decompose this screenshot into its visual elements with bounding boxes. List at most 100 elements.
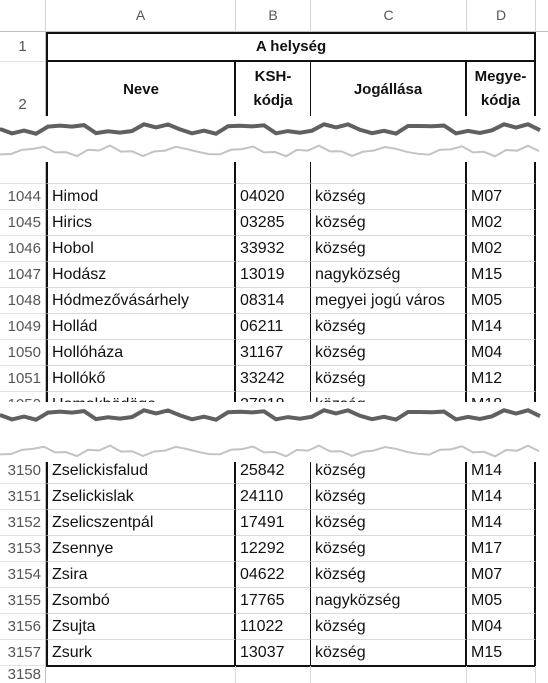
cell-name[interactable]: Himod	[46, 184, 236, 210]
cell-ksh-code[interactable]: 33932	[236, 236, 311, 262]
row-number[interactable]: 2	[0, 62, 46, 118]
cell-status[interactable]: község	[311, 614, 467, 640]
torn-edge-top	[0, 116, 548, 162]
column-header-b[interactable]: B	[236, 0, 311, 32]
cell-status[interactable]: község	[311, 236, 467, 262]
cell-ksh-code[interactable]: 17491	[236, 510, 311, 536]
header-neve[interactable]: Neve	[46, 62, 236, 118]
cell-name[interactable]: Hodász	[46, 262, 236, 288]
row-number[interactable]: 3158	[0, 666, 46, 683]
row-number[interactable]: 3157	[0, 640, 46, 666]
header-jogallasa[interactable]: Jogállása	[311, 62, 467, 118]
cell-empty[interactable]	[311, 666, 467, 683]
cell-county-code[interactable]: M04	[467, 340, 536, 366]
cell-county-code[interactable]: M14	[467, 458, 536, 484]
cell-county-code[interactable]: M02	[467, 210, 536, 236]
cell-name[interactable]: Hobol	[46, 236, 236, 262]
cell-name[interactable]: Hollókő	[46, 366, 236, 392]
row-number[interactable]: 3154	[0, 562, 46, 588]
cell-county-code[interactable]: M07	[467, 562, 536, 588]
cell-county-code[interactable]: M12	[467, 366, 536, 392]
cell-name[interactable]: Hirics	[46, 210, 236, 236]
cell-county-code[interactable]: M14	[467, 314, 536, 340]
header-ksh-kodja[interactable]: KSH-kódja	[236, 62, 311, 118]
cell-name[interactable]: Zsujta	[46, 614, 236, 640]
cell-status[interactable]: község	[311, 562, 467, 588]
cell-ksh-code[interactable]: 08314	[236, 288, 311, 314]
cell-ksh-code[interactable]: 03285	[236, 210, 311, 236]
cell-status[interactable]: megyei jogú város	[311, 288, 467, 314]
row-number[interactable]: 1047	[0, 262, 46, 288]
cell-name[interactable]: Hódmezővásárhely	[46, 288, 236, 314]
cell-status[interactable]: község	[311, 536, 467, 562]
row-number[interactable]: 3150	[0, 458, 46, 484]
cell-county-code[interactable]: M14	[467, 510, 536, 536]
row-number[interactable]: 1045	[0, 210, 46, 236]
cell-status[interactable]: nagyközség	[311, 262, 467, 288]
cell-name[interactable]: Zselicszentpál	[46, 510, 236, 536]
row-number[interactable]: 1051	[0, 366, 46, 392]
corner-cell[interactable]	[0, 0, 46, 32]
cell-county-code[interactable]: M05	[467, 588, 536, 614]
cell-name[interactable]: Zsombó	[46, 588, 236, 614]
column-header-c[interactable]: C	[311, 0, 467, 32]
cell-name[interactable]: Zsira	[46, 562, 236, 588]
row-number[interactable]: 3151	[0, 484, 46, 510]
cell-ksh-code[interactable]: 33242	[236, 366, 311, 392]
row-number[interactable]: 3156	[0, 614, 46, 640]
cell-status[interactable]: község	[311, 184, 467, 210]
row-number[interactable]: 1044	[0, 184, 46, 210]
cell-county-code[interactable]: M02	[467, 236, 536, 262]
group-title-cell[interactable]: A helység	[46, 32, 536, 62]
row-number[interactable]: 1048	[0, 288, 46, 314]
column-header-d[interactable]: D	[467, 0, 536, 32]
row-number[interactable]: 1050	[0, 340, 46, 366]
cell-status[interactable]: község	[311, 314, 467, 340]
cell-ksh-code[interactable]: 04020	[236, 184, 311, 210]
cell-empty[interactable]	[236, 666, 311, 683]
cell-name[interactable]: Hollád	[46, 314, 236, 340]
cell-ksh-code[interactable]: 25842	[236, 458, 311, 484]
row-number[interactable]: 1049	[0, 314, 46, 340]
cell-status[interactable]: község	[311, 510, 467, 536]
cell-county-code[interactable]: M15	[467, 640, 536, 666]
row-number[interactable]: 1	[0, 32, 46, 62]
cell-ksh-code[interactable]: 04622	[236, 562, 311, 588]
cell-status[interactable]: község	[311, 458, 467, 484]
cell-status[interactable]: község	[311, 210, 467, 236]
torn-edge-middle	[0, 402, 548, 462]
cell-county-code[interactable]: M05	[467, 288, 536, 314]
cell-name[interactable]: Hollóháza	[46, 340, 236, 366]
cell-status[interactable]: község	[311, 640, 467, 666]
cell-county-code[interactable]: M07	[467, 184, 536, 210]
cell-county-code[interactable]: M17	[467, 536, 536, 562]
cell-empty[interactable]	[46, 666, 236, 683]
cell-status[interactable]: község	[311, 366, 467, 392]
cell-status[interactable]: község	[311, 484, 467, 510]
cell-ksh-code[interactable]: 12292	[236, 536, 311, 562]
cell-ksh-code[interactable]: 06211	[236, 314, 311, 340]
cell-empty[interactable]	[467, 666, 536, 683]
column-header-a[interactable]: A	[46, 0, 236, 32]
cell-ksh-code[interactable]: 13037	[236, 640, 311, 666]
cell-status[interactable]: nagyközség	[311, 588, 467, 614]
cell-county-code[interactable]: M14	[467, 484, 536, 510]
cell-status[interactable]: község	[311, 340, 467, 366]
cell-partial	[236, 158, 311, 184]
row-number[interactable]: 3153	[0, 536, 46, 562]
cell-county-code[interactable]: M04	[467, 614, 536, 640]
cell-ksh-code[interactable]: 24110	[236, 484, 311, 510]
header-megye-kodja[interactable]: Megye-kódja	[467, 62, 536, 118]
cell-name[interactable]: Zselickisfalud	[46, 458, 236, 484]
cell-ksh-code[interactable]: 11022	[236, 614, 311, 640]
cell-county-code[interactable]: M15	[467, 262, 536, 288]
cell-ksh-code[interactable]: 13019	[236, 262, 311, 288]
cell-ksh-code[interactable]: 17765	[236, 588, 311, 614]
cell-name[interactable]: Zsurk	[46, 640, 236, 666]
cell-name[interactable]: Zselickislak	[46, 484, 236, 510]
row-number[interactable]: 3152	[0, 510, 46, 536]
cell-ksh-code[interactable]: 31167	[236, 340, 311, 366]
cell-name[interactable]: Zsennye	[46, 536, 236, 562]
row-number[interactable]: 1046	[0, 236, 46, 262]
row-number[interactable]: 3155	[0, 588, 46, 614]
